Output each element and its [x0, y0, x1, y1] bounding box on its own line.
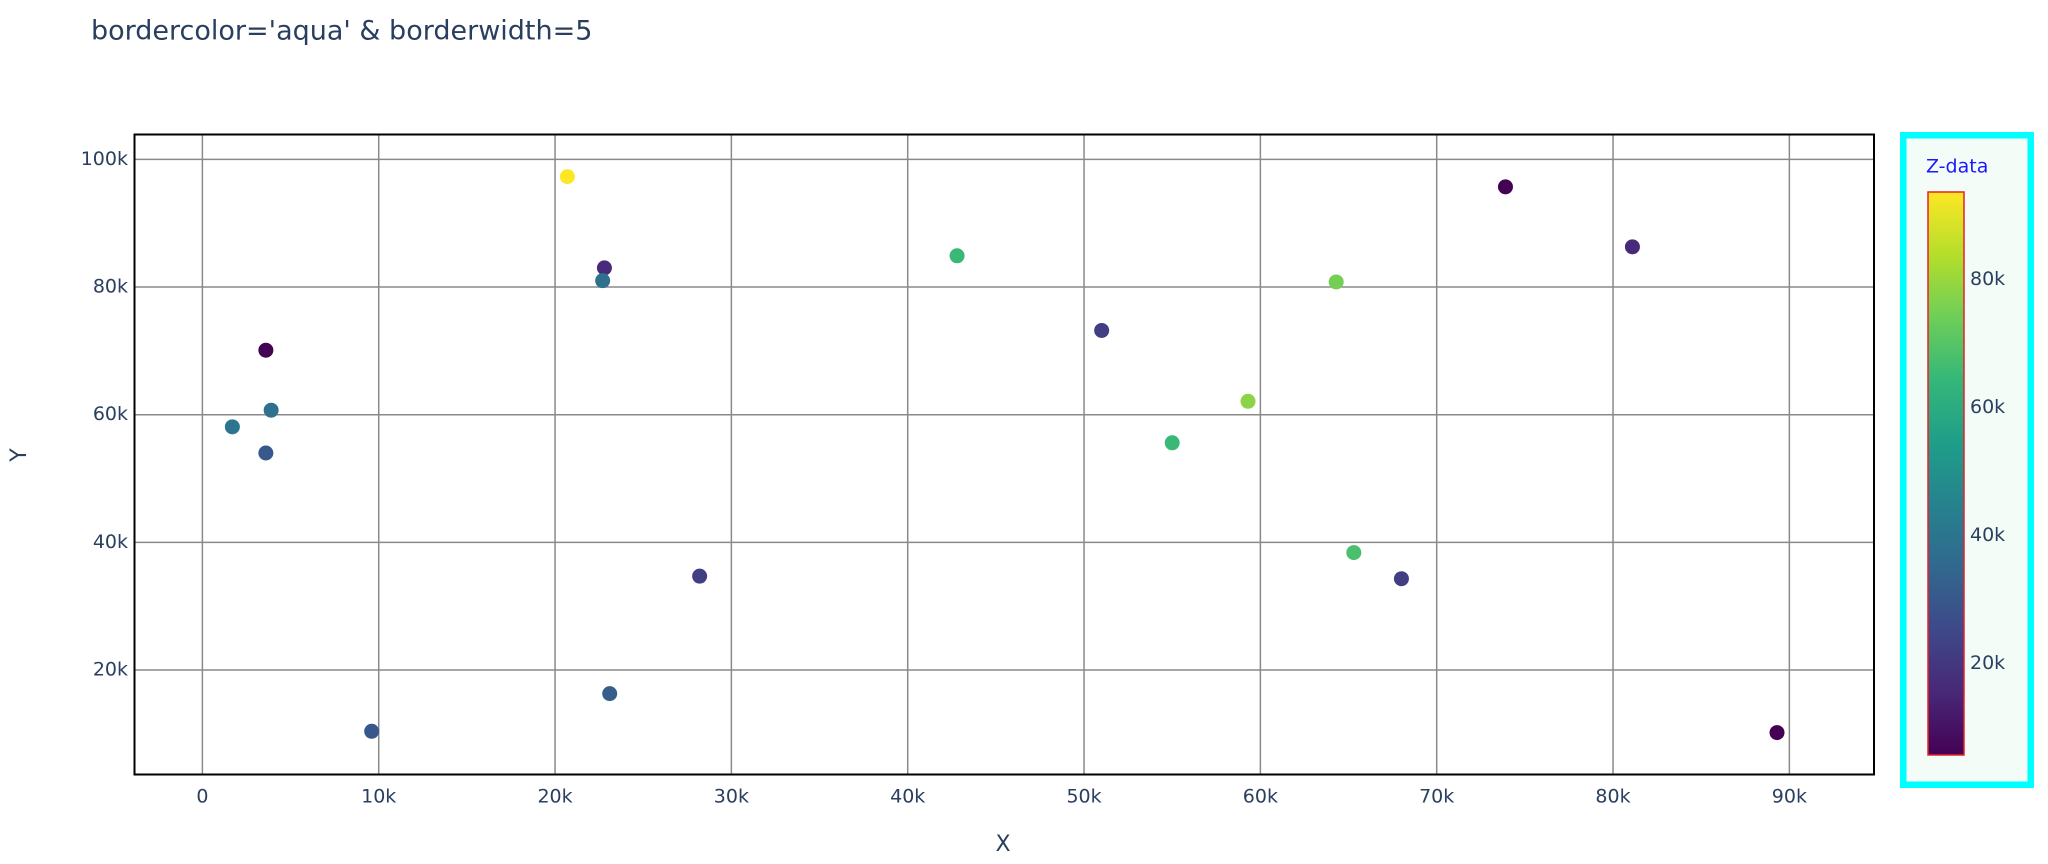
scatter-point: [602, 686, 618, 702]
x-tick-label: 60k: [1243, 786, 1278, 808]
x-tick-label: 70k: [1419, 786, 1454, 808]
scatter-point: [692, 568, 708, 584]
scatter-point: [258, 342, 274, 358]
scatter-point: [1346, 545, 1362, 561]
scatter-point: [263, 402, 279, 418]
y-axis-title: Y: [7, 448, 32, 463]
y-tick-label: 100k: [81, 148, 128, 170]
x-tick-label: 20k: [537, 786, 572, 808]
x-axis-title: X: [995, 832, 1010, 857]
colorbar-tick-label: 80k: [1970, 268, 2005, 290]
scatter-point: [949, 248, 965, 264]
x-tick-label: 30k: [714, 786, 749, 808]
y-tick-label: 60k: [93, 403, 128, 425]
colorbar-tick-label: 60k: [1970, 396, 2005, 418]
colorbar-tick-label: 20k: [1970, 652, 2005, 674]
plot-border: [133, 133, 1875, 776]
x-tick-label: 80k: [1595, 786, 1630, 808]
scatter-point: [258, 445, 274, 461]
x-tick-label: 0: [196, 786, 208, 808]
scatter-point: [1393, 571, 1409, 587]
colorbar-tick-label: 40k: [1970, 524, 2005, 546]
colorbar: [1927, 191, 1965, 756]
scatter-point: [1094, 322, 1110, 338]
scatter-point: [1328, 274, 1344, 290]
scatter-point: [1164, 435, 1180, 451]
x-tick-label: 90k: [1772, 786, 1807, 808]
y-tick-label: 80k: [93, 276, 128, 298]
x-tick-label: 50k: [1066, 786, 1101, 808]
chart-title: bordercolor='aqua' & borderwidth=5: [91, 16, 592, 47]
scatter-point: [1769, 725, 1785, 741]
y-tick-label: 40k: [93, 531, 128, 553]
scatter-point: [1497, 179, 1513, 195]
scatter-point: [1624, 239, 1640, 255]
scatter-point: [364, 723, 380, 739]
colorbar-box: [1900, 131, 2035, 788]
x-tick-label: 10k: [361, 786, 396, 808]
plot-area: [134, 134, 1874, 775]
scatter-point: [559, 169, 575, 185]
scatter-point: [224, 419, 240, 435]
y-tick-label: 20k: [93, 659, 128, 681]
scatter-point: [596, 260, 612, 276]
colorbar-title: Z-data: [1926, 156, 1988, 178]
scatter-point: [595, 273, 611, 289]
x-tick-label: 40k: [890, 786, 925, 808]
scatter-point: [1240, 393, 1256, 409]
